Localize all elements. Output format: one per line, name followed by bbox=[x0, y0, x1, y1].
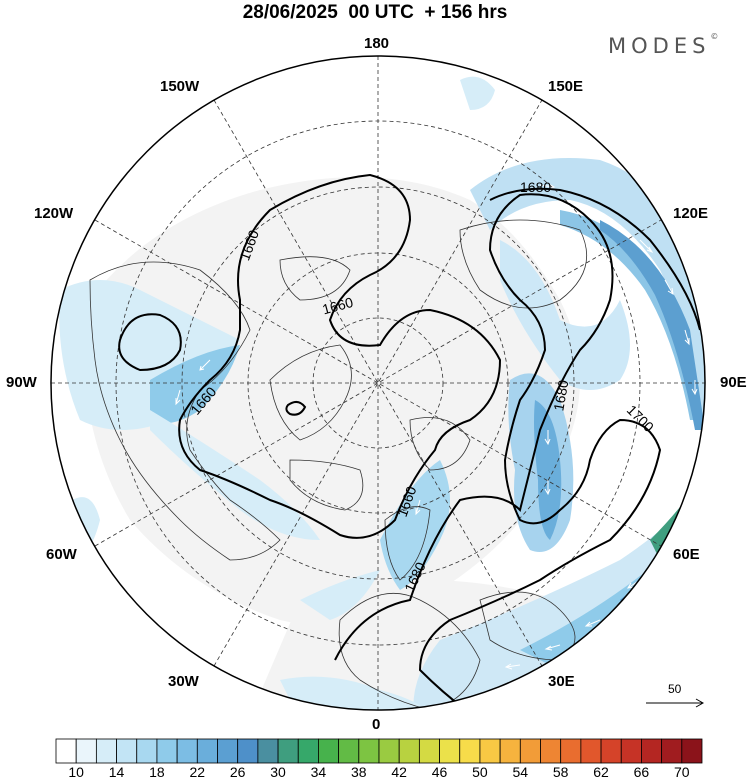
reference-vector-value: 50 bbox=[668, 682, 682, 696]
lon-label-120w: 120W bbox=[34, 205, 74, 222]
colorbar-bin bbox=[459, 738, 481, 764]
lon-label-90e: 90E bbox=[720, 374, 747, 391]
colorbar-tick-label: 14 bbox=[108, 764, 125, 780]
colorbar-tick-label: 30 bbox=[270, 764, 286, 780]
colorbar-tick-label: 26 bbox=[229, 764, 246, 780]
colorbar-bin bbox=[75, 738, 97, 764]
lon-label-120e: 120E bbox=[673, 205, 709, 222]
lon-label-30e: 30E bbox=[548, 673, 575, 690]
lon-label-60e: 60E bbox=[673, 546, 700, 563]
colorbar-bin bbox=[600, 738, 622, 764]
height-contours bbox=[118, 173, 701, 710]
colorbar-bin bbox=[479, 738, 501, 764]
colorbar-tick-label: 62 bbox=[593, 764, 609, 780]
colorbar-tick-label: 46 bbox=[431, 764, 448, 780]
colorbar bbox=[55, 738, 703, 764]
colorbar-tick-label: 50 bbox=[472, 764, 488, 780]
svg-text:1680: 1680 bbox=[520, 179, 551, 195]
colorbar-bin bbox=[257, 738, 279, 764]
svg-text:1660: 1660 bbox=[321, 294, 355, 318]
colorbar-bin bbox=[580, 738, 602, 764]
colorbar-bin bbox=[318, 738, 340, 764]
lon-label-60w: 60W bbox=[46, 546, 77, 563]
colorbar-tick-label: 34 bbox=[310, 764, 327, 780]
colorbar-tick-label: 18 bbox=[149, 764, 165, 780]
colorbar-bin bbox=[358, 738, 380, 764]
wind-vectors bbox=[175, 183, 698, 670]
colorbar-tick-label: 22 bbox=[189, 764, 206, 780]
colorbar-bin bbox=[277, 738, 299, 764]
colorbar-tick-label: 58 bbox=[552, 764, 569, 780]
colorbar-tick-label: 66 bbox=[633, 764, 650, 780]
wind-speed-shading bbox=[59, 76, 705, 710]
colorbar-bin bbox=[661, 738, 683, 764]
colorbar-bin bbox=[55, 738, 77, 764]
polar-map: 1660 1660 1660 1660 1680 1680 1680 1700 bbox=[50, 55, 706, 711]
colorbar-bin bbox=[297, 738, 319, 764]
reference-vector-arrow bbox=[646, 698, 705, 708]
colorbar-bin bbox=[641, 738, 663, 764]
lon-label-0: 0 bbox=[372, 716, 381, 733]
colorbar-bin bbox=[540, 738, 562, 764]
colorbar-bin bbox=[439, 738, 461, 764]
colorbar-bin bbox=[418, 738, 440, 764]
colorbar-tick-label: 54 bbox=[512, 764, 529, 780]
colorbar-bin bbox=[681, 738, 703, 764]
colorbar-bin bbox=[338, 738, 360, 764]
colorbar-bin bbox=[156, 738, 178, 764]
coastlines bbox=[89, 219, 587, 710]
colorbar-bin bbox=[499, 738, 521, 764]
colorbar-tick-label: 42 bbox=[391, 764, 407, 780]
colorbar-tick-label: 38 bbox=[351, 764, 367, 780]
colorbar-bin bbox=[560, 738, 582, 764]
map-title: 28/06/2025 00 UTC + 156 hrs bbox=[242, 2, 508, 23]
colorbar-bin bbox=[116, 738, 138, 764]
lon-label-150w: 150W bbox=[160, 78, 200, 95]
brand-logo: MODES© bbox=[608, 32, 719, 58]
colorbar-bin bbox=[217, 738, 239, 764]
colorbar-tick-label: 10 bbox=[68, 764, 84, 780]
colorbar-bin bbox=[519, 738, 541, 764]
colorbar-bin bbox=[176, 738, 198, 764]
lon-label-90w: 90W bbox=[6, 374, 37, 391]
colorbar-tick-label: 70 bbox=[674, 764, 690, 780]
colorbar-bin bbox=[378, 738, 400, 764]
colorbar-bin bbox=[398, 738, 420, 764]
colorbar-bin bbox=[136, 738, 158, 764]
svg-text:1680: 1680 bbox=[550, 378, 571, 412]
map-boundary bbox=[50, 55, 706, 711]
lon-label-30w: 30W bbox=[168, 673, 199, 690]
colorbar-bin bbox=[196, 738, 218, 764]
colorbar-bin bbox=[620, 738, 642, 764]
colorbar-bin bbox=[95, 738, 117, 764]
graticule bbox=[51, 56, 705, 710]
lon-label-180: 180 bbox=[364, 35, 390, 52]
colorbar-bin bbox=[237, 738, 259, 764]
lon-label-150e: 150E bbox=[548, 78, 584, 95]
